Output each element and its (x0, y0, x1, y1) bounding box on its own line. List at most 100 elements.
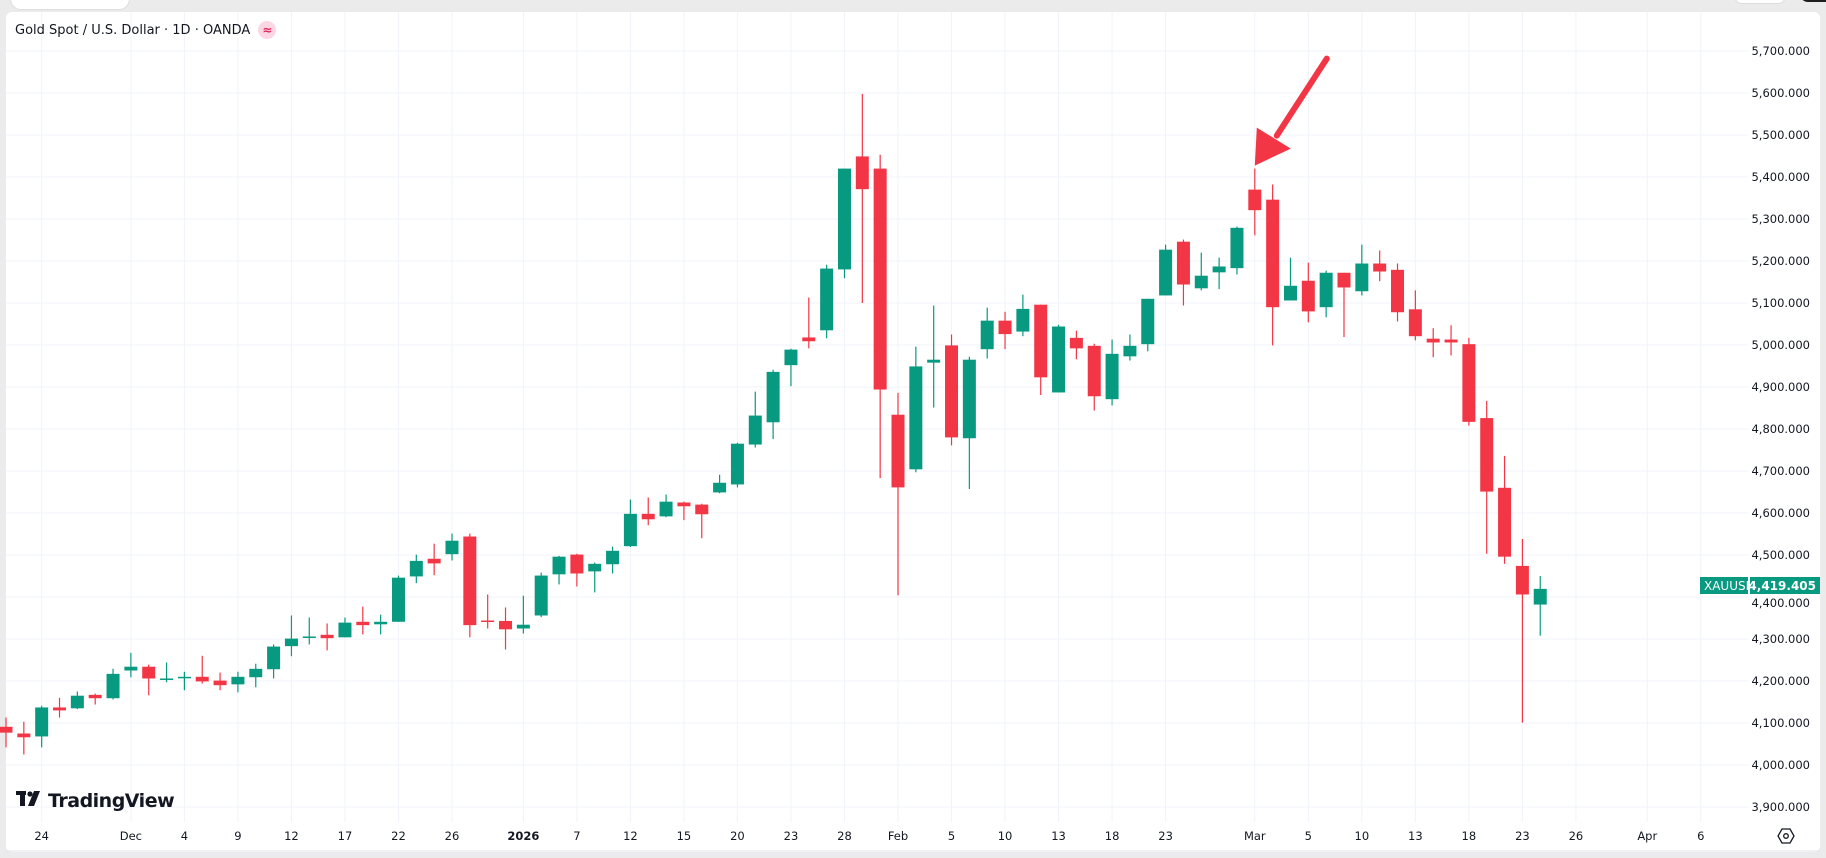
candle (1498, 455, 1512, 564)
time-tick-label: 15 (677, 829, 692, 843)
time-tick-label: 13 (1051, 829, 1066, 843)
candle-body (17, 733, 31, 738)
price-tick-label: 5,700.000 (1751, 44, 1810, 58)
time-tick-label: 26 (1569, 829, 1584, 843)
candle (1319, 270, 1333, 318)
candle-body (1515, 565, 1529, 595)
time-tick-label: 5 (948, 829, 955, 843)
time-tick-label: 20 (730, 829, 745, 843)
candle-body (1391, 269, 1405, 313)
candle (1230, 226, 1244, 275)
candle-body (1052, 326, 1066, 393)
candle (677, 501, 691, 521)
candle-body (1480, 418, 1494, 492)
candle-body (249, 668, 263, 678)
settings-icon[interactable] (1776, 826, 1796, 846)
candle-body (374, 621, 388, 625)
price-tick-label: 4,300.000 (1751, 632, 1810, 646)
candle-body (481, 620, 495, 623)
candle-body (53, 707, 67, 711)
candle (1016, 294, 1030, 337)
market-status-icon[interactable]: ≈ (258, 21, 277, 39)
candle-body (534, 575, 548, 616)
candle-body (962, 359, 976, 439)
time-tick-label: 18 (1462, 829, 1477, 843)
annotations (1254, 55, 1330, 166)
time-tick-label: 22 (391, 829, 406, 843)
candle-body (160, 678, 174, 680)
symbol-price-tag: XAUUSD (1700, 577, 1755, 594)
candle (1087, 343, 1101, 411)
candle (998, 311, 1012, 350)
candle-body (802, 337, 816, 342)
time-tick-label: 13 (1408, 829, 1423, 843)
candle-body (1016, 308, 1030, 332)
tradingview-logo-icon (16, 790, 42, 812)
candle-body (730, 443, 744, 485)
candle-body (1462, 344, 1476, 422)
candle (160, 662, 174, 683)
annotation-arrow-head (1254, 127, 1291, 166)
candle (17, 721, 31, 755)
candle (1034, 304, 1048, 395)
candle (124, 652, 138, 678)
candle-body (766, 371, 780, 423)
candle-body (570, 554, 584, 574)
candle (1480, 400, 1494, 554)
candle (1301, 262, 1315, 323)
candle (195, 655, 209, 684)
candle (1533, 576, 1547, 636)
time-axis[interactable]: 24 Dec 4 9 12 17 22 26 2026 7 12 15 20 23 28 Feb 5 10 13 18… (6, 829, 1820, 852)
time-tick-label: Mar (1244, 829, 1266, 843)
symbol-legend[interactable]: Gold Spot / U.S. Dollar · 1D · OANDA ≈ (15, 21, 277, 39)
candle-body (1230, 227, 1244, 269)
price-tick-label: 5,000.000 (1751, 338, 1810, 352)
candle-body (0, 726, 13, 733)
tradingview-logo[interactable]: TradingView (16, 790, 175, 812)
candle-body (284, 638, 298, 647)
candle (249, 663, 263, 688)
time-tick-label: 23 (1158, 829, 1173, 843)
candle (106, 668, 120, 700)
candle (641, 497, 655, 526)
candle (1159, 244, 1173, 296)
price-axis[interactable]: 5,700.000 5,600.000 5,500.000 5,400.000 5,30… (1751, 44, 1810, 814)
candle (1248, 168, 1262, 236)
candle-body (855, 156, 869, 190)
candle (1194, 252, 1208, 291)
candle-body (945, 345, 959, 438)
candle (284, 615, 298, 657)
candle-body (641, 513, 655, 520)
candle-body (623, 513, 637, 547)
toolbar-dark-button[interactable] (1800, 0, 1826, 2)
candle-body (1266, 199, 1280, 308)
candle (534, 572, 548, 618)
time-tick-label: 10 (998, 829, 1013, 843)
price-tick-label: 4,100.000 (1751, 716, 1810, 730)
candle (766, 369, 780, 440)
candle (1212, 257, 1226, 290)
candle-body (391, 577, 405, 622)
candle (606, 546, 620, 574)
candle (1426, 328, 1440, 358)
candle-body (891, 414, 905, 488)
candle (499, 607, 513, 650)
price-tick-label: 4,000.000 (1751, 758, 1810, 772)
time-tick-label: 18 (1105, 829, 1120, 843)
candle-body (409, 560, 423, 577)
candle-body (980, 320, 994, 350)
candle (962, 356, 976, 490)
candle-body (695, 504, 709, 515)
candle-body (1408, 309, 1422, 337)
candle (695, 503, 709, 539)
candle (748, 391, 762, 448)
candle-body (1141, 298, 1155, 345)
candle-body (124, 666, 138, 671)
candle (855, 93, 869, 303)
candle (1408, 290, 1422, 341)
candle (338, 617, 352, 638)
time-tick-label: 9 (234, 829, 241, 843)
candle-body (177, 676, 191, 679)
candle (88, 693, 102, 705)
